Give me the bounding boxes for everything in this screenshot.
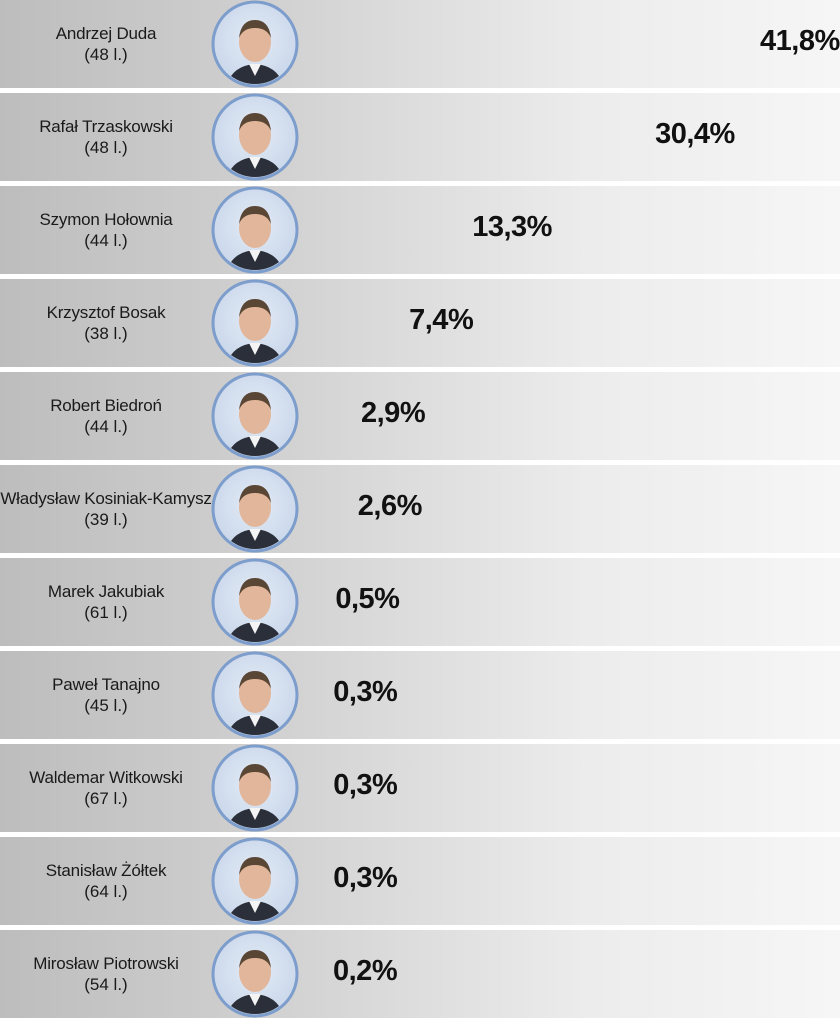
row-background — [0, 744, 840, 832]
candidate-age: (44 l.) — [84, 231, 128, 250]
row-background — [0, 0, 840, 88]
candidate-label: Rafał Trzaskowski (48 l.) — [0, 93, 212, 181]
candidate-name: Paweł Tanajno — [52, 675, 160, 694]
row-background — [0, 837, 840, 925]
candidate-name: Rafał Trzaskowski — [39, 117, 173, 136]
candidate-label: Szymon Hołownia (44 l.) — [0, 186, 212, 274]
candidate-age: (38 l.) — [84, 324, 128, 343]
candidate-age: (45 l.) — [84, 696, 128, 715]
person-portrait-icon — [211, 930, 299, 1018]
value-label: 13,3% — [472, 211, 552, 243]
candidate-label: Waldemar Witkowski (67 l.) — [0, 744, 212, 832]
candidate-name: Marek Jakubiak — [47, 582, 165, 601]
value-label: 2,6% — [357, 490, 423, 522]
value-label: 0,3% — [333, 769, 398, 801]
person-portrait-icon — [211, 93, 299, 181]
value-label: 0,3% — [333, 676, 398, 708]
value-label: 7,4% — [409, 304, 474, 336]
candidate-label: Andrzej Duda (48 l.) — [0, 0, 212, 88]
candidate-label: Władysław Kosiniak-Kamysz (39 l.) — [0, 465, 212, 553]
row-background — [0, 279, 840, 367]
row-background — [0, 558, 840, 646]
person-portrait-icon — [211, 465, 299, 553]
candidate-label: Stanisław Żółtek (64 l.) — [0, 837, 212, 925]
value-label: 0,5% — [335, 583, 400, 615]
candidate-name: Stanisław Żółtek — [45, 861, 167, 880]
value-label: 41,8% — [760, 25, 840, 57]
person-portrait-icon — [211, 186, 299, 274]
person-portrait-icon — [211, 651, 299, 739]
value-label: 2,9% — [361, 397, 426, 429]
candidate-age: (48 l.) — [84, 45, 128, 64]
value-label: 0,2% — [333, 955, 398, 987]
candidate-name: Mirosław Piotrowski — [33, 954, 179, 973]
candidate-age: (67 l.) — [84, 789, 128, 808]
candidate-name: Robert Biedroń — [50, 396, 162, 415]
value-label: 0,3% — [333, 862, 398, 894]
person-portrait-icon — [211, 837, 299, 925]
candidate-age: (64 l.) — [84, 882, 128, 901]
candidate-name: Andrzej Duda — [55, 24, 157, 43]
candidate-name: Szymon Hołownia — [39, 210, 173, 229]
row-background — [0, 93, 840, 181]
candidate-name: Waldemar Witkowski — [29, 768, 183, 787]
person-portrait-icon — [211, 279, 299, 367]
candidate-name: Władysław Kosiniak-Kamysz — [0, 489, 212, 508]
candidate-age: (61 l.) — [84, 603, 128, 622]
row-background — [0, 465, 840, 553]
candidate-age: (54 l.) — [84, 975, 128, 994]
row-background — [0, 372, 840, 460]
candidate-age: (39 l.) — [84, 510, 128, 529]
candidate-label: Mirosław Piotrowski (54 l.) — [0, 930, 212, 1018]
candidate-age: (48 l.) — [84, 138, 128, 157]
person-portrait-icon — [211, 558, 299, 646]
candidate-name: Krzysztof Bosak — [46, 303, 166, 322]
value-label: 30,4% — [655, 118, 735, 150]
person-portrait-icon — [211, 0, 299, 88]
candidate-label: Marek Jakubiak (61 l.) — [0, 558, 212, 646]
candidate-label: Paweł Tanajno (45 l.) — [0, 651, 212, 739]
row-background — [0, 930, 840, 1018]
person-portrait-icon — [211, 372, 299, 460]
candidate-age: (44 l.) — [84, 417, 128, 436]
row-background — [0, 186, 840, 274]
candidate-label: Robert Biedroń (44 l.) — [0, 372, 212, 460]
row-background — [0, 651, 840, 739]
candidate-label: Krzysztof Bosak (38 l.) — [0, 279, 212, 367]
person-portrait-icon — [211, 744, 299, 832]
